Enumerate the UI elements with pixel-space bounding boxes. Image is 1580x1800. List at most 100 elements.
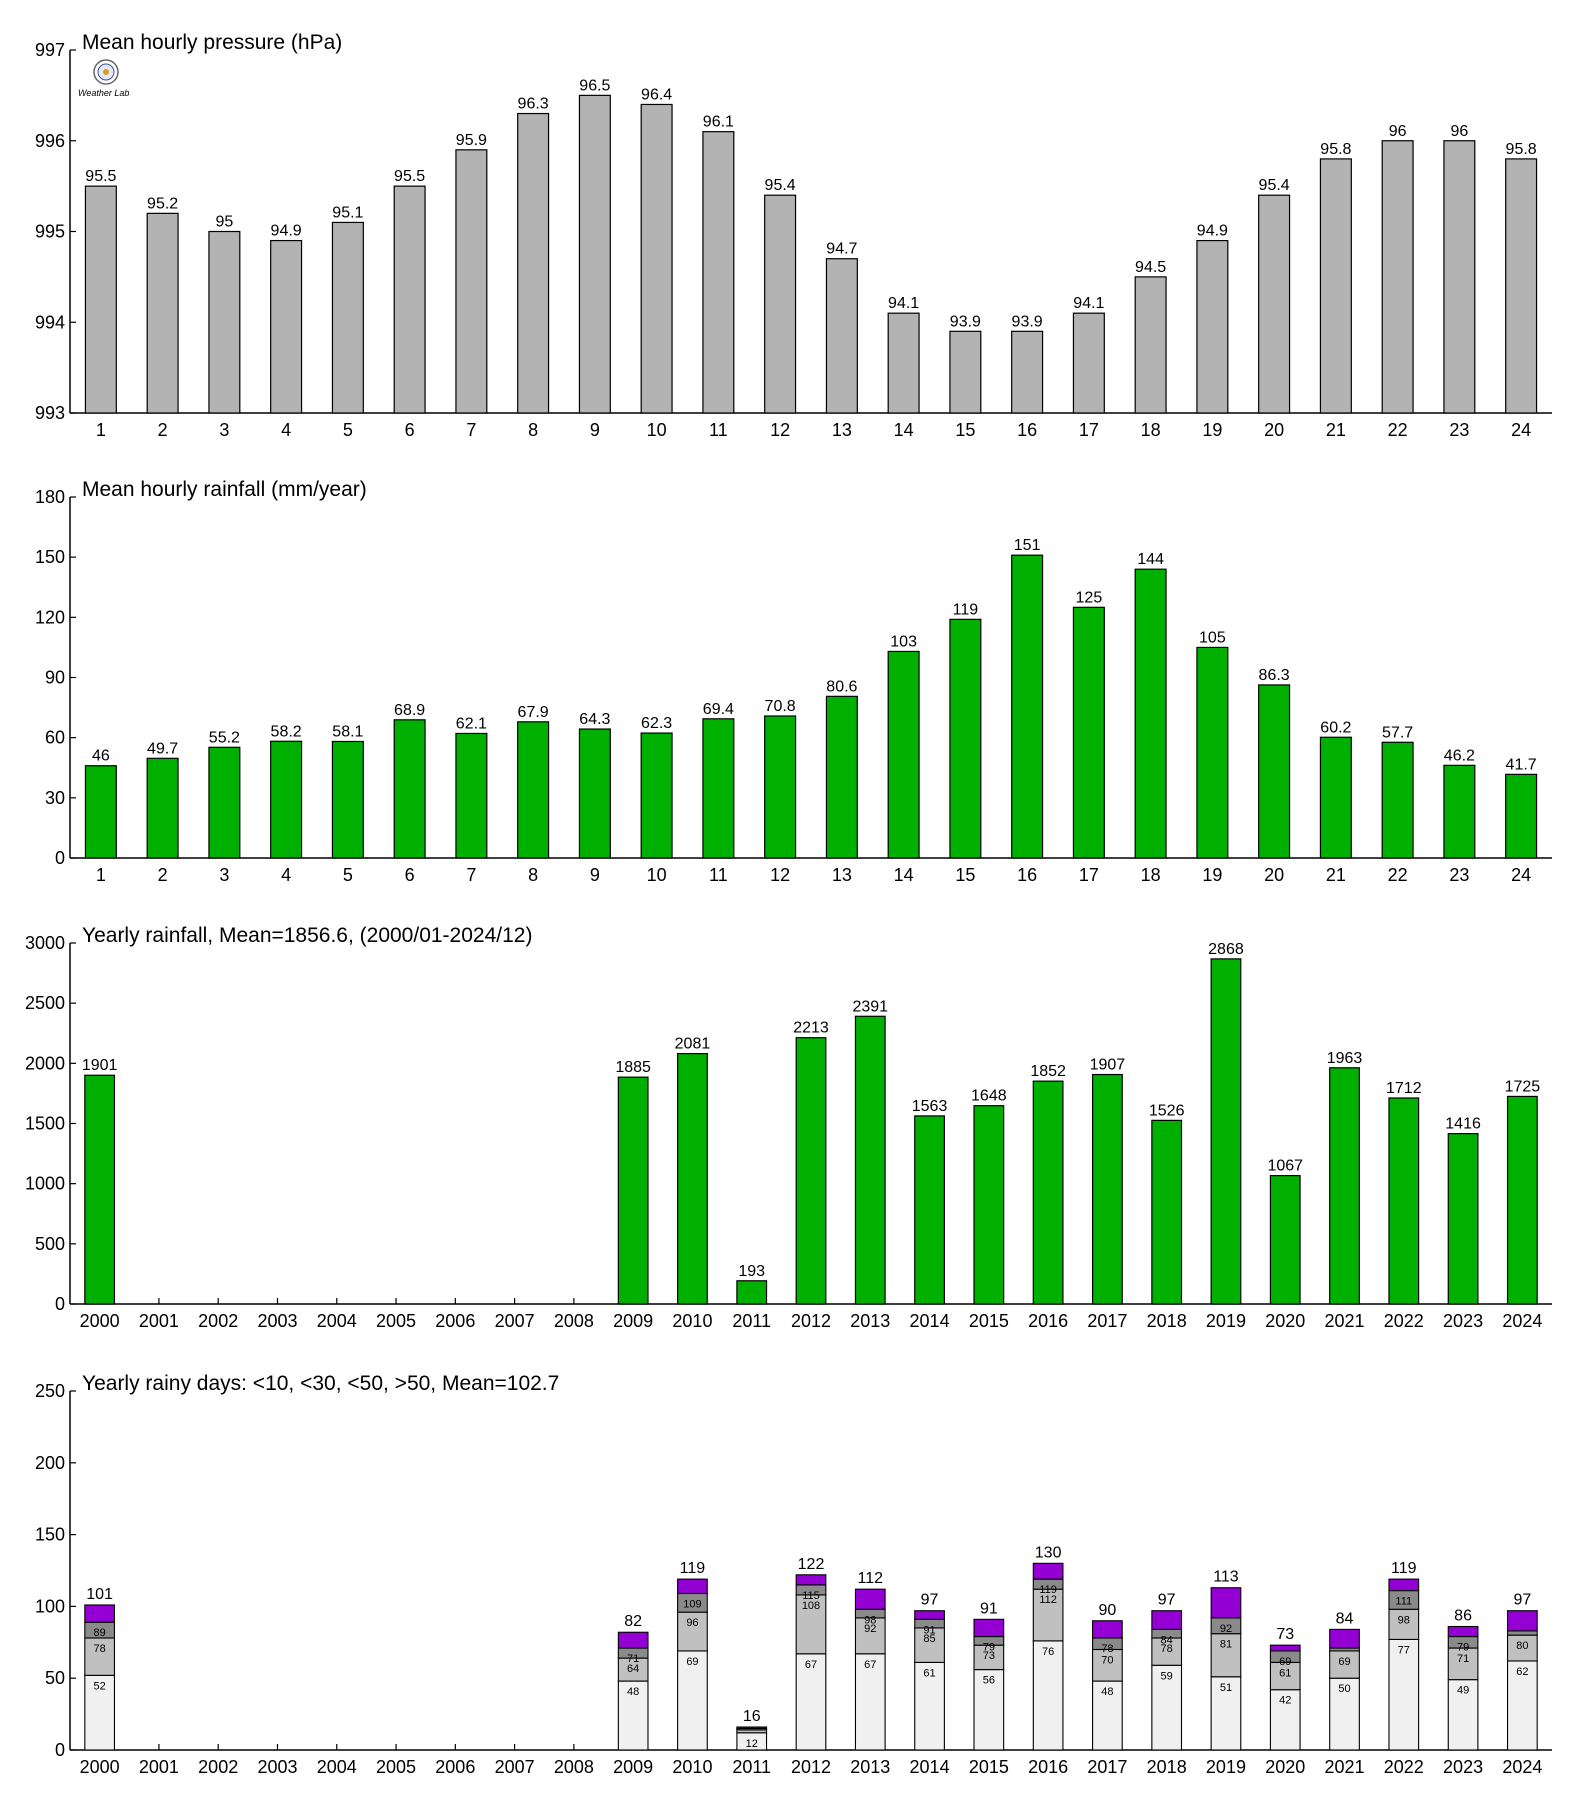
- bar: [914, 1115, 945, 1305]
- bar: [1319, 736, 1352, 859]
- x-tick-label: 22: [1388, 865, 1408, 885]
- y-tick-label: 993: [35, 403, 65, 423]
- bar: [270, 239, 303, 414]
- x-tick-label: 23: [1449, 865, 1469, 885]
- stack-total-label: 91: [980, 1600, 998, 1617]
- bar-value-label: 70.8: [765, 698, 796, 715]
- y-tick-label: 50: [45, 1668, 65, 1688]
- chart-title: Mean hourly rainfall (mm/year): [82, 478, 367, 501]
- x-tick-label: 2009: [613, 1757, 653, 1777]
- weather-lab-logo: Weather Lab: [78, 59, 129, 98]
- chart-panel-3: 0 500 1000 1500 2000 2500 3000 Yearly rainfall,…: [25, 924, 1552, 1331]
- stack-total-label: 84: [1336, 1610, 1354, 1627]
- bar: [1072, 312, 1105, 414]
- stack-segment-label: 62: [1516, 1666, 1528, 1678]
- bar: [1196, 646, 1229, 859]
- stack-segment-label: 67: [864, 1659, 876, 1671]
- x-tick-label: 11: [709, 865, 728, 885]
- x-tick-label: 2023: [1443, 1311, 1483, 1331]
- bar: [455, 149, 488, 414]
- stack-segment-label: 69: [1279, 1656, 1291, 1668]
- bar: [1505, 773, 1538, 859]
- x-tick-label: 23: [1449, 420, 1469, 440]
- x-tick-label: 5: [343, 420, 353, 440]
- y-tick-label: 0: [55, 1740, 65, 1760]
- bar: [1319, 158, 1352, 414]
- bar: [455, 732, 488, 859]
- stack-segment-label: 92: [1220, 1623, 1232, 1635]
- x-tick-label: 2015: [969, 1757, 1009, 1777]
- x-tick-label: 19: [1202, 865, 1222, 885]
- bar-value-label: 57.7: [1382, 724, 1413, 741]
- bar: [764, 715, 797, 859]
- stack-segment-label: 12: [746, 1738, 758, 1750]
- y-tick-label: 100: [35, 1596, 65, 1616]
- stack-segment-label: 52: [94, 1680, 106, 1692]
- bar: [84, 185, 117, 414]
- x-tick-label: 9: [590, 865, 600, 885]
- bar-value-label: 46: [92, 748, 110, 765]
- x-tick-label: 4: [281, 420, 291, 440]
- stack-segment-label: 81: [1220, 1639, 1232, 1651]
- stack-segment-label: 119: [1039, 1584, 1057, 1596]
- y-tick-label: 150: [35, 547, 65, 567]
- bar-value-label: 68.9: [394, 702, 425, 719]
- x-tick-label: 3: [219, 865, 229, 885]
- stack-segment-label: 48: [1101, 1686, 1113, 1698]
- x-tick-label: 14: [894, 420, 914, 440]
- stack-segment-label: 49: [1457, 1685, 1469, 1697]
- x-tick-label: 11: [709, 420, 728, 440]
- bar-value-label: 64.3: [579, 711, 610, 728]
- stacked-segment: [795, 1653, 827, 1751]
- stack-segment-label: 71: [1457, 1653, 1469, 1665]
- x-tick-label: 7: [466, 420, 476, 440]
- bar-value-label: 96.3: [518, 96, 549, 113]
- bar-value-label: 94.9: [271, 223, 302, 240]
- bar-value-label: 46.2: [1444, 747, 1475, 764]
- bar: [825, 258, 858, 414]
- bar: [764, 194, 797, 414]
- bar-value-label: 95.8: [1320, 141, 1351, 158]
- stacked-segment: [1210, 1587, 1242, 1619]
- bar-value-label: 1712: [1386, 1080, 1422, 1097]
- x-tick-label: 20: [1264, 420, 1284, 440]
- bar-value-label: 96.4: [641, 86, 672, 103]
- bar-value-label: 2081: [675, 1036, 711, 1053]
- x-tick-label: 2007: [495, 1757, 535, 1777]
- bar-value-label: 95.2: [147, 195, 178, 212]
- stacked-segment: [1151, 1610, 1183, 1630]
- y-tick-label: 996: [35, 131, 65, 151]
- y-tick-label: 30: [45, 788, 65, 808]
- x-tick-label: 2001: [139, 1311, 179, 1331]
- bar: [1210, 958, 1242, 1305]
- stacked-segment: [1506, 1610, 1538, 1632]
- bar-value-label: 58.1: [332, 723, 363, 740]
- bar-value-label: 80.6: [826, 678, 857, 695]
- stack-segment-label: 85: [923, 1633, 935, 1645]
- bar: [702, 131, 735, 414]
- bar: [949, 618, 982, 859]
- stack-segment-label: 92: [864, 1623, 876, 1635]
- x-tick-label: 10: [647, 865, 667, 885]
- bar-value-label: 151: [1014, 537, 1041, 554]
- y-tick-label: 994: [35, 312, 65, 332]
- stack-total-label: 101: [86, 1586, 113, 1603]
- y-tick-label: 2500: [25, 993, 65, 1013]
- bar: [517, 721, 550, 859]
- y-tick-label: 60: [45, 728, 65, 748]
- stack-total-label: 86: [1454, 1608, 1472, 1625]
- x-tick-label: 8: [528, 420, 538, 440]
- x-tick-label: 2005: [376, 1311, 416, 1331]
- stack-segment-label: 78: [94, 1643, 106, 1655]
- bar-value-label: 58.2: [271, 723, 302, 740]
- stack-segment-label: 84: [1161, 1634, 1173, 1646]
- stacked-segment: [1032, 1588, 1064, 1642]
- stacked-segment: [84, 1604, 116, 1623]
- bar: [393, 185, 426, 414]
- stack-segment-label: 115: [802, 1590, 820, 1602]
- y-tick-label: 500: [35, 1234, 65, 1254]
- bar: [1011, 330, 1044, 414]
- x-tick-label: 2009: [613, 1311, 653, 1331]
- stack-segment-label: 73: [983, 1650, 995, 1662]
- bar: [1151, 1119, 1183, 1305]
